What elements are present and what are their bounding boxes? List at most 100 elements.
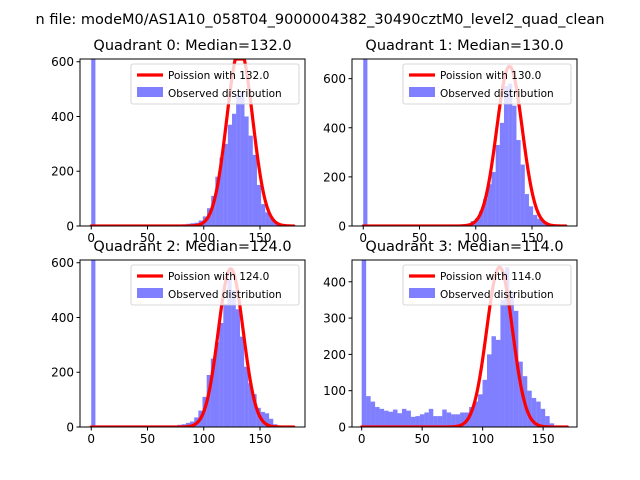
histogram-bar bbox=[479, 211, 484, 226]
y-tick-label: 0 bbox=[338, 220, 346, 234]
histogram-bar bbox=[215, 176, 220, 226]
histogram-bar bbox=[540, 408, 546, 427]
histogram-bar bbox=[379, 408, 385, 427]
histogram-bar bbox=[248, 135, 253, 226]
legend-label-observed: Observed distribution bbox=[440, 88, 554, 100]
histogram-bar bbox=[446, 412, 452, 427]
legend-label-poisson: Poission with 114.0 bbox=[440, 271, 541, 283]
histogram-bar bbox=[210, 358, 215, 427]
axes-frame bbox=[351, 259, 578, 428]
histogram-bar bbox=[269, 418, 274, 427]
histogram-bar bbox=[401, 408, 407, 427]
histogram-bar bbox=[541, 221, 546, 226]
histogram-bar bbox=[239, 336, 245, 427]
x-tick-label: 0 bbox=[87, 432, 95, 446]
x-tick-label: 150 bbox=[249, 432, 272, 446]
histogram-bar bbox=[478, 394, 483, 427]
histogram-bar bbox=[469, 407, 474, 427]
x-tick-label: 0 bbox=[359, 231, 367, 245]
y-tick-label: 0 bbox=[338, 421, 346, 435]
legend-label-observed: Observed distribution bbox=[168, 289, 282, 301]
legend-box bbox=[402, 264, 572, 306]
histogram-bar bbox=[549, 423, 555, 427]
plot-area bbox=[89, 260, 296, 427]
histogram-bar bbox=[491, 336, 496, 427]
y-tick-label: 300 bbox=[323, 312, 346, 326]
y-tick-label: 200 bbox=[323, 348, 346, 362]
x-tick-label: 50 bbox=[140, 432, 155, 446]
y-tick-label: 0 bbox=[66, 220, 74, 234]
subplot-title: Quadrant 0: Median=132.0 bbox=[93, 38, 291, 54]
y-tick-label: 400 bbox=[323, 275, 346, 289]
histogram-bar bbox=[211, 195, 216, 226]
histogram-bar bbox=[235, 309, 240, 427]
legend-box bbox=[402, 63, 572, 105]
legend-box bbox=[130, 264, 300, 306]
histogram-bar bbox=[248, 383, 253, 427]
histogram-bar bbox=[537, 218, 542, 226]
subplot-title: Quadrant 1: Median=130.0 bbox=[365, 38, 563, 54]
histogram-bar bbox=[227, 124, 232, 226]
y-tick-label: 600 bbox=[323, 72, 346, 86]
histogram-bar bbox=[236, 94, 241, 226]
y-tick-label: 200 bbox=[51, 165, 74, 179]
histogram-bar bbox=[240, 91, 245, 226]
histogram-bar bbox=[503, 86, 509, 226]
histogram-bar bbox=[545, 416, 550, 427]
subplot-quadrant-2: 0 50 100 150 0 200 400 600 Quadrant 2: Median=12… bbox=[51, 239, 306, 446]
legend-label-poisson: Poission with 132.0 bbox=[168, 70, 269, 82]
legend: Poission with 114.0 Observed distribution bbox=[402, 264, 572, 306]
histogram-bar bbox=[264, 413, 270, 427]
histogram-bar bbox=[370, 401, 376, 427]
histogram-bar bbox=[388, 411, 394, 427]
histogram-bar bbox=[219, 157, 224, 226]
histogram-bar bbox=[363, 59, 368, 226]
x-tick-label: 50 bbox=[412, 231, 427, 245]
histogram-bar bbox=[366, 396, 371, 427]
histogram-bar bbox=[375, 407, 380, 427]
histogram-bar bbox=[500, 299, 505, 427]
histogram-bar bbox=[473, 401, 479, 427]
histogram-bar bbox=[91, 59, 96, 226]
subplot-quadrant-1: 0 50 100 150 0 200 400 600 Quadrant 1: Median=13… bbox=[323, 38, 578, 245]
histogram-bar bbox=[512, 105, 517, 226]
subplot-title: Quadrant 3: Median=114.0 bbox=[365, 239, 563, 255]
axes-frame bbox=[79, 58, 306, 227]
legend-label-observed: Observed distribution bbox=[440, 289, 554, 301]
x-tick-label: 150 bbox=[249, 231, 272, 245]
histogram-bar bbox=[410, 416, 416, 427]
histogram-bar bbox=[455, 414, 461, 427]
histogram-bar bbox=[513, 310, 519, 427]
histogram-bar bbox=[206, 374, 211, 427]
x-tick-label: 100 bbox=[192, 231, 215, 245]
histogram-bar bbox=[227, 279, 232, 427]
plot-area bbox=[360, 260, 569, 427]
histogram-bar bbox=[261, 204, 266, 226]
subplot-title: Quadrant 2: Median=124.0 bbox=[93, 239, 291, 255]
histogram-bar bbox=[384, 410, 389, 427]
histogram-bar bbox=[406, 410, 411, 427]
x-tick-label: 50 bbox=[140, 231, 155, 245]
histogram-bar bbox=[528, 206, 534, 226]
y-tick-label: 200 bbox=[51, 366, 74, 380]
y-tick-label: 400 bbox=[323, 121, 346, 135]
histogram-bar bbox=[91, 260, 96, 427]
histogram-bar bbox=[518, 361, 523, 427]
x-tick-label: 150 bbox=[532, 432, 555, 446]
histogram-bar bbox=[424, 412, 429, 427]
legend-bar-swatch bbox=[137, 288, 163, 298]
histogram-bar bbox=[504, 267, 510, 427]
histogram-bar bbox=[428, 408, 434, 427]
legend: Poission with 130.0 Observed distribution bbox=[402, 63, 572, 105]
x-tick-label: 0 bbox=[87, 231, 95, 245]
histogram-bar bbox=[499, 122, 504, 226]
legend-bar-swatch bbox=[409, 288, 435, 298]
histogram-bar bbox=[487, 184, 492, 226]
y-tick-label: 100 bbox=[323, 384, 346, 398]
histogram-bar bbox=[508, 83, 513, 226]
histogram-bar bbox=[265, 212, 270, 226]
histogram-bar bbox=[231, 113, 237, 226]
histogram-bar bbox=[509, 292, 514, 427]
histogram-bar bbox=[516, 140, 521, 226]
